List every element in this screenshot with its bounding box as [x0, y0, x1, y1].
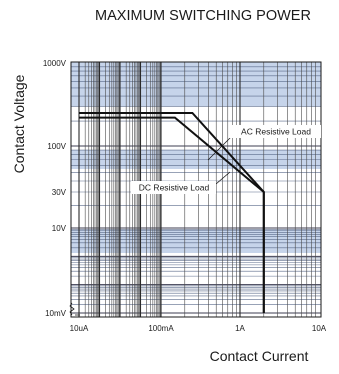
dc-leader-line — [215, 171, 231, 185]
y-tick-label: 30V — [52, 188, 67, 197]
vertical-grid — [78, 62, 316, 317]
x-tick-label: 100mA — [148, 324, 174, 333]
dc-label: DC Resistive Load — [139, 183, 210, 193]
y-axis-title: Contact Voltage — [11, 74, 27, 173]
band-fill-lower — [71, 230, 321, 253]
band-fill-top — [71, 62, 321, 106]
y-tick-label: 100V — [47, 142, 66, 151]
series-line-dc-resistive-load — [79, 116, 265, 313]
ac-label-box — [229, 125, 321, 138]
ac-leader-line — [207, 135, 233, 161]
dc-label-box — [131, 181, 216, 194]
axis-break-icon — [69, 302, 80, 316]
x-tick-label: 1A — [235, 324, 245, 333]
x-tick-label: 10A — [312, 324, 327, 333]
y-tick-label: 10V — [52, 224, 67, 233]
ac-annotation: AC Resistive Load — [207, 125, 321, 161]
series-layer — [79, 112, 265, 313]
plot-area — [70, 61, 322, 318]
y-tick-label: 10mV — [45, 309, 67, 318]
y-tick-label: 1000V — [43, 59, 67, 68]
x-tick-label: 10uA — [70, 324, 89, 333]
plot-border — [70, 61, 322, 318]
chart-title: MAXIMUM SWITCHING POWER — [95, 8, 311, 24]
x-axis-title: Contact Current — [210, 348, 309, 364]
dc-annotation: DC Resistive Load — [131, 171, 231, 194]
ac-label: AC Resistive Load — [241, 127, 311, 137]
